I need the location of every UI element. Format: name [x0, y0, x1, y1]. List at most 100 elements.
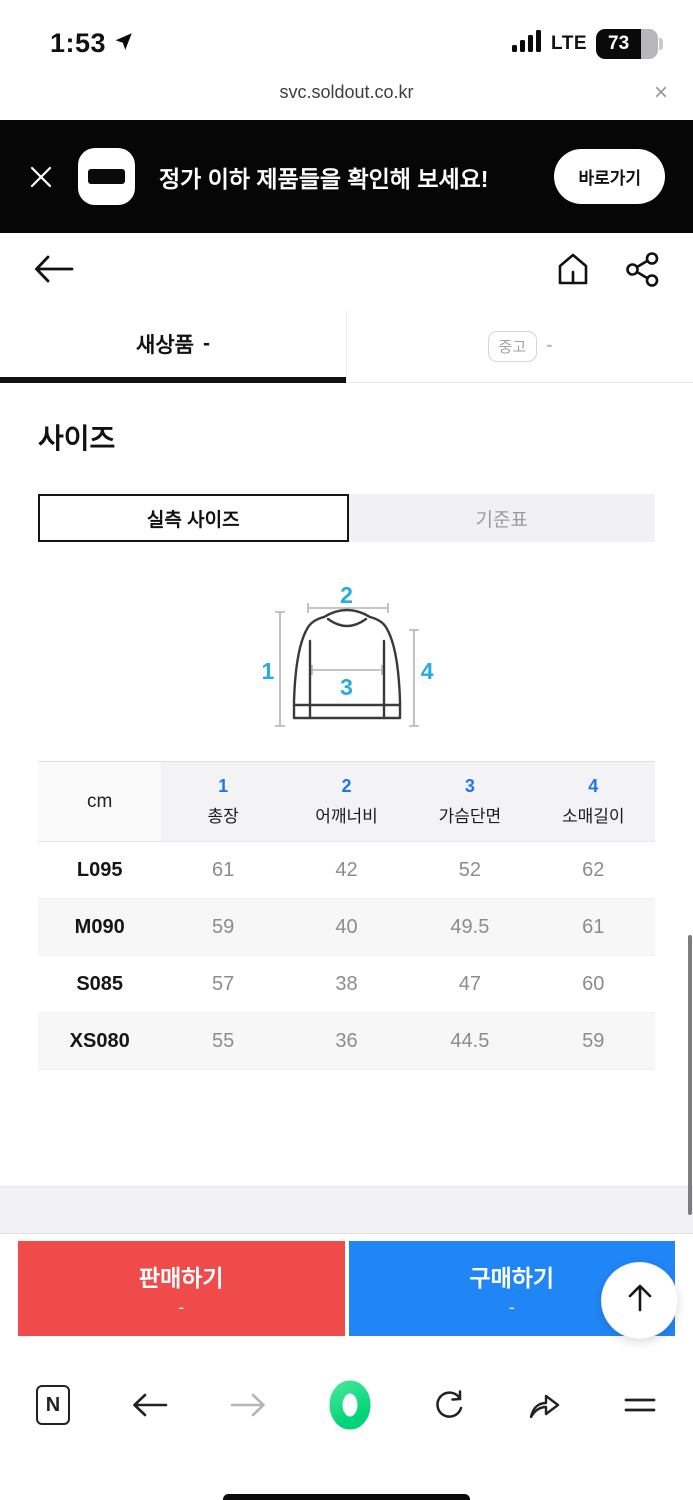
- column-label: 어깨너비: [315, 807, 378, 826]
- page-nav: [0, 233, 693, 310]
- table-row: XS080 55 36 44.5 59: [38, 1013, 655, 1070]
- unit-header-cell: cm: [38, 762, 162, 841]
- column-header: 2 어깨너비: [285, 762, 408, 841]
- soldout-logo-bar: [88, 169, 125, 184]
- browser-refresh-icon[interactable]: [432, 1388, 466, 1422]
- browser-toolbar: N: [0, 1356, 693, 1454]
- value-cell: 57: [211, 972, 235, 995]
- tab-used-price: -: [546, 335, 553, 356]
- size-table-header: cm 1 총장 2 어깨너비 3 가슴단면 4 소매길이: [38, 762, 655, 842]
- home-icon[interactable]: [554, 250, 592, 293]
- size-cell: XS080: [69, 1029, 130, 1052]
- column-number: 3: [464, 776, 475, 796]
- tab-new-label: 새상품: [136, 333, 194, 357]
- browser-forward-icon[interactable]: [229, 1392, 267, 1418]
- soldout-logo: [78, 148, 135, 205]
- status-bar: 1:53 LTE 73: [0, 0, 693, 65]
- browser-send-icon[interactable]: [527, 1389, 563, 1421]
- cellular-signal-icon: [512, 30, 542, 58]
- action-bar: 판매하기 - 구매하기 -: [0, 1234, 693, 1356]
- diagram-number-4: 4: [420, 658, 434, 684]
- browser-home-naver-icon[interactable]: [328, 1378, 372, 1432]
- size-view-toggle: 실측 사이즈 기준표: [38, 494, 655, 542]
- value-cell: 42: [335, 858, 358, 881]
- content-spacer: [0, 1070, 693, 1186]
- size-diagram-wrap: 1 2 3 4: [0, 582, 693, 734]
- column-label: 소매길이: [561, 807, 625, 826]
- url-text: svc.soldout.co.kr: [279, 82, 414, 102]
- value-cell: 40: [335, 915, 358, 938]
- banner-message: 정가 이하 제품들을 확인해 보세요!: [159, 165, 489, 192]
- table-row: L095 61 42 52 62: [38, 842, 655, 899]
- sweater-outline-drawing: [274, 603, 419, 727]
- location-arrow-icon: [113, 31, 134, 57]
- sell-button-label: 판매하기: [138, 1265, 224, 1291]
- battery-icon: 73: [596, 29, 663, 59]
- battery-cap: [659, 38, 663, 50]
- network-type-label: LTE: [551, 33, 587, 54]
- diagram-number-3: 3: [340, 674, 353, 700]
- battery-fill: [596, 29, 642, 59]
- banner-close-icon[interactable]: [28, 164, 54, 190]
- column-label: 총장: [207, 807, 239, 826]
- naver-app-icon[interactable]: N: [36, 1385, 70, 1425]
- size-section-title: 사이즈: [38, 423, 116, 454]
- sell-button-price: -: [178, 1298, 185, 1317]
- measured-size-tab[interactable]: 실측 사이즈: [38, 494, 349, 542]
- value-cell: 59: [582, 1029, 605, 1052]
- diagram-number-2: 2: [340, 582, 353, 608]
- promo-banner: 정가 이하 제품들을 확인해 보세요! 바로가기: [0, 120, 693, 233]
- size-table: cm 1 총장 2 어깨너비 3 가슴단면 4 소매길이 L095 61 42 …: [38, 761, 655, 1070]
- sweater-measurement-diagram: 1 2 3 4: [261, 582, 434, 734]
- size-cell: L095: [76, 858, 123, 881]
- value-cell: 36: [335, 1029, 358, 1052]
- tab-new-product[interactable]: 새상품 -: [0, 310, 346, 383]
- value-cell: 61: [211, 858, 235, 881]
- column-header: 4 소매길이: [532, 762, 655, 841]
- browser-back-icon[interactable]: [131, 1392, 169, 1418]
- url-close-icon[interactable]: ×: [653, 78, 668, 106]
- column-number: 2: [341, 776, 352, 796]
- share-icon[interactable]: [624, 251, 661, 293]
- standard-chart-tab[interactable]: 기준표: [348, 494, 655, 542]
- size-cell: S085: [76, 972, 124, 995]
- value-cell: 60: [582, 972, 605, 995]
- scroll-to-top-button[interactable]: [601, 1262, 678, 1339]
- battery-percent: 73: [608, 33, 630, 54]
- column-number: 4: [588, 776, 599, 796]
- banner-cta-button[interactable]: 바로가기: [554, 149, 665, 204]
- value-cell: 52: [458, 858, 481, 881]
- buy-button-label: 구매하기: [469, 1265, 555, 1291]
- sell-button[interactable]: 판매하기 -: [18, 1241, 345, 1336]
- column-number: 1: [218, 776, 229, 796]
- browser-menu-icon[interactable]: [623, 1393, 657, 1417]
- value-cell: 61: [582, 915, 605, 938]
- used-badge: 중고: [487, 330, 538, 362]
- table-row: S085 57 38 47 60: [38, 956, 655, 1013]
- value-cell: 59: [211, 915, 235, 938]
- tab-new-price: -: [202, 331, 210, 355]
- column-label: 가슴단면: [438, 807, 502, 826]
- condition-tabs: 새상품 - 중고 -: [0, 310, 693, 383]
- page-scrollbar[interactable]: [688, 935, 692, 1215]
- value-cell: 38: [335, 972, 358, 995]
- value-cell: 44.5: [450, 1029, 490, 1052]
- value-cell: 47: [458, 972, 481, 995]
- tab-used-product[interactable]: 중고 -: [346, 310, 693, 383]
- value-cell: 62: [582, 858, 605, 881]
- value-cell: 55: [211, 1029, 235, 1052]
- home-indicator[interactable]: [223, 1494, 470, 1500]
- column-header: 1 총장: [161, 762, 284, 841]
- table-row: M090 59 40 49.5 61: [38, 899, 655, 956]
- url-bar[interactable]: svc.soldout.co.kr ×: [0, 65, 693, 120]
- clock: 1:53: [50, 28, 107, 58]
- back-arrow-icon[interactable]: [32, 253, 76, 290]
- page-end-strip: [0, 1186, 693, 1234]
- arrow-up-icon: [623, 1281, 657, 1320]
- diagram-number-1: 1: [261, 658, 275, 684]
- value-cell: 49.5: [450, 915, 490, 938]
- column-header: 3 가슴단면: [408, 762, 531, 841]
- buy-button-price: -: [508, 1298, 515, 1317]
- size-cell: M090: [74, 915, 125, 938]
